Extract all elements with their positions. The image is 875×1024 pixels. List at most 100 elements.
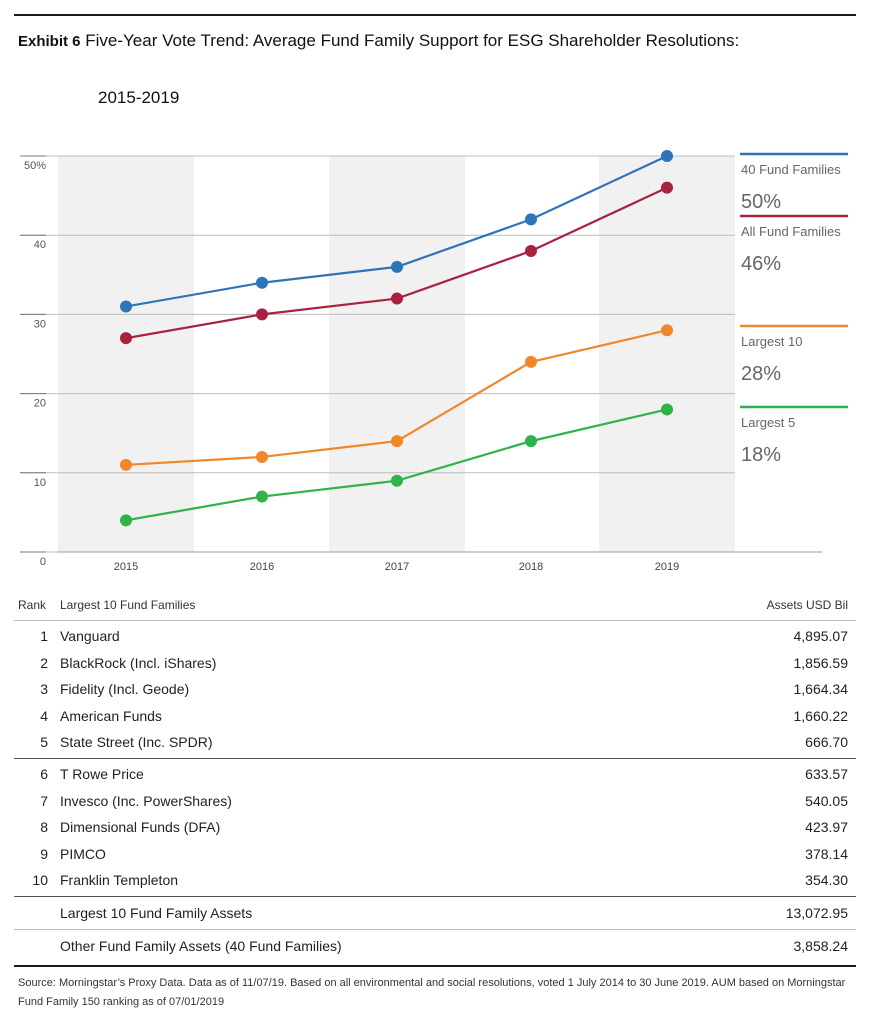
row-assets: 354.30: [805, 872, 848, 889]
row-assets: 666.70: [805, 734, 848, 751]
row-name: Dimensional Funds (DFA): [60, 819, 221, 836]
header-divider: [14, 620, 856, 621]
row-rank: 3: [40, 681, 48, 698]
top10-divider: [14, 895, 856, 897]
chart-title: Exhibit 6 Five-Year Vote Trend: Average …: [18, 24, 838, 59]
x-tick-label: 2015: [114, 561, 138, 573]
data-point: [120, 458, 132, 471]
x-tick-label: 2016: [250, 561, 274, 573]
row-rank: 6: [40, 765, 48, 782]
table-row: 10 Franklin Templeton 354.30: [14, 867, 856, 894]
row-name: American Funds: [60, 707, 162, 724]
data-point: [256, 308, 268, 321]
bottom-rule: [14, 965, 856, 967]
y-tick-label: 40: [34, 239, 46, 251]
row-assets: 378.14: [805, 845, 848, 862]
x-tick-label: 2017: [385, 561, 409, 573]
row-rank: 10: [32, 872, 48, 889]
source-note: Source: Morningstar’s Proxy Data. Data a…: [18, 977, 846, 1008]
row-rank: 1: [40, 628, 48, 644]
data-point: [525, 355, 537, 368]
rank-header: Rank: [18, 598, 47, 612]
row-assets: 1,856.59: [793, 654, 849, 671]
row-name: BlackRock (Incl. iShares): [60, 654, 217, 671]
table-header: Rank Largest 10 Fund Families Assets USD…: [14, 596, 856, 618]
end-value-label: 28%: [741, 363, 781, 385]
data-point: [661, 181, 673, 194]
data-point: [391, 260, 403, 273]
table-row: 1 Vanguard 4,895.07: [14, 623, 856, 650]
total-assets: 13,072.95: [785, 904, 848, 921]
legend-label: Largest 5: [741, 415, 795, 430]
table-row: 2 BlackRock (Incl. iShares) 1,856.59: [14, 650, 856, 677]
row-assets: 1,660.22: [793, 707, 849, 724]
y-tick-label: 0: [40, 556, 46, 568]
name-header: Largest 10 Fund Families: [60, 598, 196, 612]
fund-family-table: Rank Largest 10 Fund Families Assets USD…: [14, 596, 856, 960]
data-point: [120, 332, 132, 345]
row-rank: 8: [40, 819, 48, 836]
data-point: [391, 292, 403, 305]
end-value-label: 46%: [741, 253, 781, 275]
x-tick-label: 2018: [519, 561, 543, 573]
data-point: [256, 450, 268, 463]
year-band: [58, 156, 194, 552]
year-band: [599, 156, 735, 552]
row-assets: 1,664.34: [793, 681, 849, 698]
row-name: State Street (Inc. SPDR): [60, 734, 213, 751]
x-tick-label: 2019: [655, 561, 679, 573]
assets-header: Assets USD Bil: [766, 598, 848, 612]
total-name: Other Fund Family Assets (40 Fund Famili…: [60, 937, 342, 954]
title-text: Five-Year Vote Trend: Average Fund Famil…: [85, 31, 740, 50]
row-assets: 4,895.07: [793, 628, 849, 644]
line-chart: 0 10 20 30 40 50% 2015 2016 2017 2018 2019 40 Fund …: [20, 150, 848, 573]
data-point: [525, 245, 537, 258]
total-row: Other Fund Family Assets (40 Fund Famili…: [14, 932, 856, 960]
legend-label: Largest 10: [741, 334, 802, 349]
data-point: [391, 474, 403, 487]
row-name: Vanguard: [60, 628, 120, 644]
row-rank: 9: [40, 845, 48, 862]
row-rank: 4: [40, 707, 48, 724]
table-row: 5 State Street (Inc. SPDR) 666.70: [14, 729, 856, 756]
table-row: 4 American Funds 1,660.22: [14, 703, 856, 730]
top-rule: [14, 14, 856, 16]
row-name: T Rowe Price: [60, 765, 144, 782]
data-point: [256, 490, 268, 503]
total-divider: [14, 928, 856, 930]
table-row: 9 PIMCO 378.14: [14, 841, 856, 868]
row-rank: 2: [40, 654, 48, 671]
row-rank: 5: [40, 734, 48, 751]
exhibit-label: Exhibit 6: [18, 33, 81, 50]
y-tick-label: 10: [34, 477, 46, 489]
table-row: 3 Fidelity (Incl. Geode) 1,664.34: [14, 676, 856, 703]
top5-divider: [14, 757, 856, 759]
data-point: [525, 213, 537, 226]
legend-label: 40 Fund Families: [741, 162, 841, 177]
title-years: 2015-2019: [98, 88, 180, 107]
legend-label: All Fund Families: [741, 224, 841, 239]
data-point: [661, 150, 673, 162]
data-point: [661, 324, 673, 337]
total-name: Largest 10 Fund Family Assets: [60, 904, 253, 921]
table-row: 7 Invesco (Inc. PowerShares) 540.05: [14, 788, 856, 815]
y-tick-label: 20: [34, 398, 46, 410]
y-tick-label: 30: [34, 318, 46, 330]
data-point: [525, 435, 537, 448]
data-point: [120, 514, 132, 527]
table-row: 6 T Rowe Price 633.57: [14, 761, 856, 788]
total-assets: 3,858.24: [793, 937, 849, 954]
row-name: Franklin Templeton: [60, 872, 179, 889]
table-row: 8 Dimensional Funds (DFA) 423.97: [14, 814, 856, 841]
data-point: [391, 435, 403, 448]
row-rank: 7: [40, 792, 48, 809]
data-point: [256, 276, 268, 289]
row-name: PIMCO: [60, 845, 106, 862]
y-tick-label: 50%: [24, 160, 46, 172]
row-assets: 540.05: [805, 792, 848, 809]
row-assets: 423.97: [805, 819, 848, 836]
total-row: Largest 10 Fund Family Assets 13,072.95: [14, 899, 856, 927]
data-point: [120, 300, 132, 313]
end-value-label: 50%: [741, 191, 781, 213]
end-value-label: 18%: [741, 444, 781, 466]
